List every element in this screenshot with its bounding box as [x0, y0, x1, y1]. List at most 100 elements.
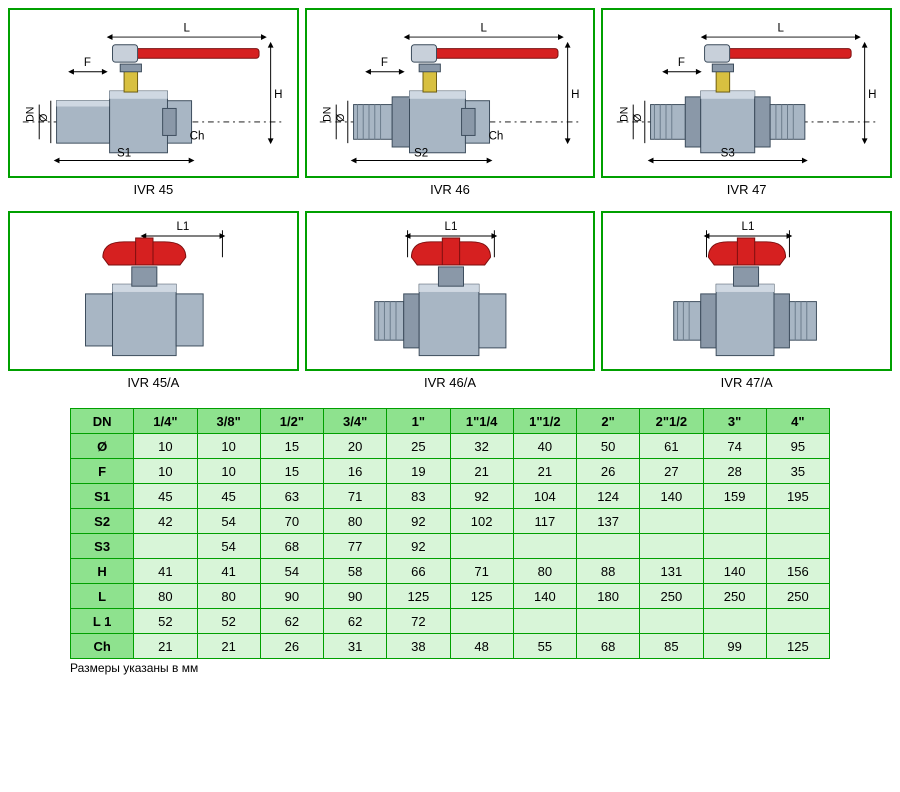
- panel-ivr46a-wrap: L1 IVR 46/A: [305, 211, 596, 400]
- svg-text:H: H: [868, 89, 876, 101]
- dim-h: H: [275, 89, 283, 101]
- panel-ivr46a: L1: [305, 211, 596, 371]
- cell: 41: [134, 559, 197, 584]
- cell: 35: [766, 459, 829, 484]
- svg-text:L1: L1: [177, 221, 190, 233]
- cell: 52: [134, 609, 197, 634]
- table-row: H4141545866718088131140156: [71, 559, 830, 584]
- dim-l: L: [184, 22, 191, 34]
- cell: 55: [513, 634, 576, 659]
- cell: 45: [134, 484, 197, 509]
- cell: [640, 534, 703, 559]
- cell: 83: [387, 484, 450, 509]
- dim-dn: DN: [25, 107, 37, 122]
- cell: 90: [324, 584, 387, 609]
- col-head: 1/2": [260, 409, 323, 434]
- label-ivr47a: IVR 47/A: [721, 375, 773, 390]
- cell: 62: [260, 609, 323, 634]
- cell: 21: [197, 634, 260, 659]
- row-head: H: [71, 559, 134, 584]
- cell: 54: [197, 509, 260, 534]
- svg-text:L: L: [777, 22, 784, 34]
- cell: [766, 609, 829, 634]
- dim-diam: Ø: [38, 114, 50, 122]
- cell: 195: [766, 484, 829, 509]
- svg-text:H: H: [571, 89, 579, 101]
- panel-ivr47a-wrap: L1 IVR 47/A: [601, 211, 892, 400]
- cell: 80: [324, 509, 387, 534]
- cell: 48: [450, 634, 513, 659]
- cell: [513, 534, 576, 559]
- cell: 38: [387, 634, 450, 659]
- cell: 71: [450, 559, 513, 584]
- cell: 140: [703, 559, 766, 584]
- cell: 32: [450, 434, 513, 459]
- cell: 140: [640, 484, 703, 509]
- table-row: S24254708092102117137: [71, 509, 830, 534]
- cell: 102: [450, 509, 513, 534]
- svg-text:S3: S3: [720, 148, 734, 160]
- row-head: Ch: [71, 634, 134, 659]
- diagram-ivr47: H L F DN Ø: [612, 13, 882, 173]
- bottom-row: L1 IVR 45/A: [8, 211, 892, 400]
- panel-ivr47: H L F DN Ø: [601, 8, 892, 178]
- cell: [766, 534, 829, 559]
- label-ivr45a: IVR 45/A: [127, 375, 179, 390]
- cell: [703, 509, 766, 534]
- svg-text:Ø: Ø: [632, 114, 644, 122]
- cell: 58: [324, 559, 387, 584]
- cell: 10: [134, 434, 197, 459]
- dim-ch: Ch: [190, 130, 205, 142]
- cell: 10: [197, 434, 260, 459]
- cell: 92: [387, 534, 450, 559]
- cell: 70: [260, 509, 323, 534]
- cell: 71: [324, 484, 387, 509]
- table-row: S1454563718392104124140159195: [71, 484, 830, 509]
- row-head: S3: [71, 534, 134, 559]
- row-head: F: [71, 459, 134, 484]
- cell: 31: [324, 634, 387, 659]
- butterfly-handle: [103, 238, 186, 265]
- cell: 15: [260, 434, 323, 459]
- label-ivr46a: IVR 46/A: [424, 375, 476, 390]
- table-row: L80809090125125140180250250250: [71, 584, 830, 609]
- cell: 159: [703, 484, 766, 509]
- cell: 180: [577, 584, 640, 609]
- cell: 92: [387, 509, 450, 534]
- diagram-ivr47a: L1: [612, 216, 882, 366]
- cell: 156: [766, 559, 829, 584]
- label-ivr45: IVR 45: [133, 182, 173, 197]
- panel-ivr45-wrap: H L F DN Ø: [8, 8, 299, 207]
- cell: 26: [260, 634, 323, 659]
- cell: 42: [134, 509, 197, 534]
- top-row: H L F DN Ø: [8, 8, 892, 207]
- cell: [640, 509, 703, 534]
- cell: 68: [260, 534, 323, 559]
- cell: 131: [640, 559, 703, 584]
- svg-text:L: L: [481, 22, 488, 34]
- table-row: F1010151619212126272835: [71, 459, 830, 484]
- cell: 25: [387, 434, 450, 459]
- table-row: Ch21212631384855688599125: [71, 634, 830, 659]
- cell: [577, 534, 640, 559]
- table-row: S354687792: [71, 534, 830, 559]
- cell: 88: [577, 559, 640, 584]
- col-head: 3/8": [197, 409, 260, 434]
- cell: 68: [577, 634, 640, 659]
- cell: 40: [513, 434, 576, 459]
- svg-text:S2: S2: [414, 148, 428, 160]
- cell: 85: [640, 634, 703, 659]
- diagram-ivr46: H L F DN Ø: [315, 13, 585, 173]
- cell: 41: [197, 559, 260, 584]
- cell: 124: [577, 484, 640, 509]
- cell: [703, 609, 766, 634]
- cell: 50: [577, 434, 640, 459]
- cell: [513, 609, 576, 634]
- col-head: 1": [387, 409, 450, 434]
- cell: 54: [197, 534, 260, 559]
- cell: 21: [450, 459, 513, 484]
- col-head: 1"1/2: [513, 409, 576, 434]
- col-head: 2": [577, 409, 640, 434]
- label-ivr47: IVR 47: [727, 182, 767, 197]
- panel-ivr47a: L1: [601, 211, 892, 371]
